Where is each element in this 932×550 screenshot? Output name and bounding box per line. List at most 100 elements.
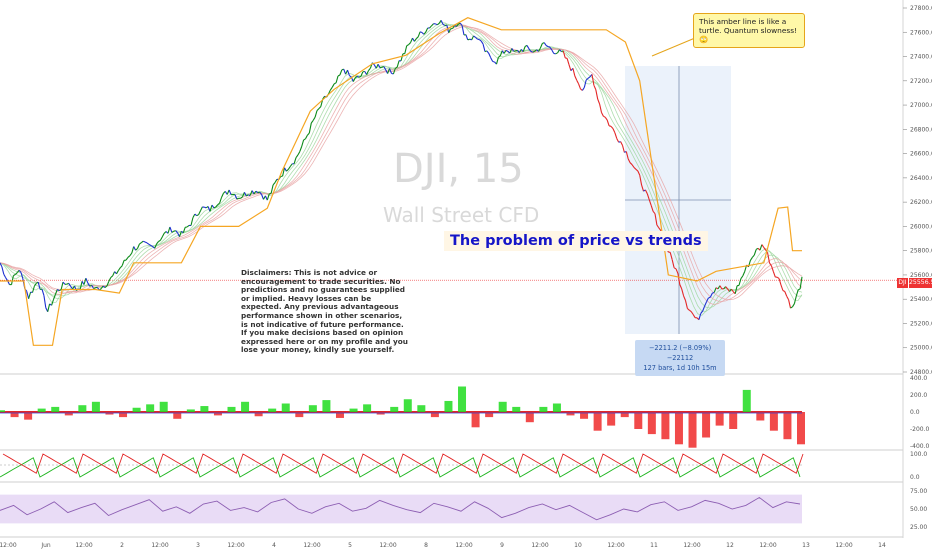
price-segment — [408, 42, 411, 45]
rsi-band — [0, 494, 802, 524]
price-segment — [182, 227, 186, 233]
x-tick-label: 12:00 — [151, 542, 168, 549]
osc3-tick-label: 25.00 — [910, 524, 927, 531]
price-segment — [669, 252, 673, 260]
price-segment — [136, 243, 140, 249]
osc1-histogram-bar — [566, 412, 575, 416]
price-segment — [549, 46, 553, 51]
price-segment — [83, 278, 87, 285]
price-segment — [303, 138, 306, 141]
price-segment — [391, 72, 394, 75]
price-segment — [440, 20, 444, 25]
price-segment — [581, 87, 585, 91]
price-segment — [495, 57, 499, 65]
price-segment — [616, 138, 620, 143]
price-segment — [310, 120, 314, 124]
price-segment — [415, 36, 419, 40]
price-segment — [175, 230, 179, 234]
symbol-watermark: DJI, 15 — [393, 146, 524, 192]
price-segment — [469, 38, 472, 41]
price-segment — [194, 213, 198, 217]
price-segment — [700, 310, 704, 314]
price-segment — [452, 25, 455, 29]
price-segment — [1, 266, 5, 275]
osc1-histogram-bar — [227, 406, 236, 412]
price-segment — [478, 39, 482, 42]
price-segment — [675, 268, 679, 274]
price-segment — [110, 275, 114, 278]
price-segment — [167, 226, 171, 234]
price-segment — [698, 313, 702, 320]
price-segment — [608, 125, 612, 127]
price-segment — [135, 248, 138, 251]
price-segment — [87, 282, 91, 287]
price-segment — [742, 271, 746, 277]
price-segment — [261, 194, 265, 200]
price-segment — [204, 206, 207, 209]
price-segment — [562, 50, 566, 59]
price-tag-symbol: DJI — [897, 278, 908, 288]
y-tick-label: 26400.0 — [910, 175, 932, 182]
osc1-histogram-bar — [10, 412, 19, 418]
price-segment — [782, 290, 786, 292]
osc1-histogram-bar — [200, 406, 209, 412]
price-segment — [593, 85, 597, 90]
osc2-red-line — [2, 453, 804, 474]
price-segment — [173, 230, 176, 232]
price-segment — [20, 272, 24, 280]
osc1-histogram-bar — [308, 405, 317, 412]
price-segment — [429, 25, 433, 29]
x-tick-label: 5 — [348, 542, 352, 549]
price-segment — [140, 240, 144, 244]
price-segment — [627, 158, 631, 163]
price-segment — [641, 184, 645, 192]
osc1-histogram-bar — [119, 412, 128, 418]
x-tick-label: 10 — [574, 542, 582, 549]
price-segment — [423, 31, 427, 35]
price-segment — [482, 43, 486, 52]
price-segment — [797, 288, 801, 291]
x-tick-label: Jun — [40, 542, 51, 549]
price-segment — [534, 49, 537, 52]
price-segment — [243, 192, 247, 197]
y-tick-label: 25000.0 — [910, 345, 932, 352]
osc1-histogram-bar — [349, 408, 358, 412]
price-segment — [799, 276, 803, 290]
price-segment — [486, 50, 490, 54]
price-segment — [603, 115, 606, 118]
price-segment — [753, 249, 757, 256]
price-segment — [543, 42, 547, 46]
price-segment — [219, 197, 223, 204]
price-segment — [639, 174, 643, 186]
price-segment — [10, 275, 14, 285]
price-segment — [142, 240, 146, 243]
price-segment — [612, 128, 616, 134]
osc1-histogram-bar — [607, 412, 616, 426]
y-tick-label: 27800.0 — [910, 5, 932, 12]
price-segment — [108, 277, 112, 282]
price-segment — [392, 68, 396, 75]
y-tick-label: 27600.0 — [910, 29, 932, 36]
x-tick-label: 12:00 — [227, 542, 244, 549]
price-segment — [761, 244, 765, 248]
price-segment — [480, 40, 484, 45]
price-segment — [708, 296, 711, 299]
x-tick-label: 12:00 — [759, 542, 776, 549]
price-segment — [688, 309, 692, 313]
price-segment — [131, 246, 135, 254]
price-segment — [792, 303, 795, 308]
osc1-histogram-bar — [647, 412, 656, 435]
price-segment — [681, 288, 685, 297]
price-segment — [654, 213, 658, 226]
price-segment — [559, 49, 562, 52]
price-segment — [751, 254, 755, 258]
osc1-histogram-bar — [525, 412, 534, 423]
osc2-green-line — [0, 457, 801, 478]
price-segment — [274, 179, 278, 183]
osc1-tick-label: 0.0 — [910, 409, 920, 416]
x-tick-label: 9 — [500, 542, 504, 549]
osc1-histogram-bar — [471, 412, 480, 428]
osc1-histogram-bar — [37, 408, 46, 412]
price-segment — [614, 132, 618, 139]
price-segment — [293, 157, 297, 164]
